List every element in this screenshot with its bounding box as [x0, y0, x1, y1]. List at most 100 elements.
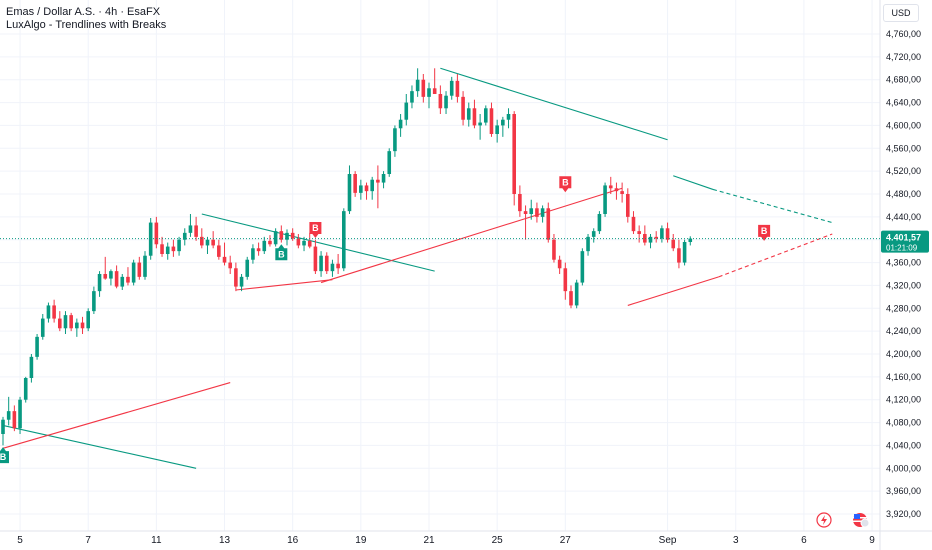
candle-body	[682, 242, 687, 263]
candle-body	[86, 311, 90, 329]
candle-body	[688, 238, 693, 242]
candle-body	[489, 108, 494, 134]
candle-body	[336, 263, 340, 269]
time-tick-label: 21	[423, 535, 435, 546]
time-tick-label: 25	[492, 535, 504, 546]
time-tick-label: 11	[151, 535, 162, 546]
time-tick-label: Sep	[659, 535, 677, 546]
break-label-text: B	[278, 249, 285, 259]
trendline	[201, 213, 435, 272]
last-price-tag	[881, 230, 929, 253]
price-tick-label: 3,960,00	[886, 486, 921, 496]
candle-body	[177, 239, 181, 252]
candle-body	[103, 274, 108, 279]
candle-body	[364, 185, 369, 192]
candle-body	[631, 216, 636, 232]
candle-body	[63, 315, 68, 329]
trendline	[235, 279, 333, 291]
candle-body	[268, 240, 272, 245]
time-tick-label: 13	[219, 535, 231, 546]
time-tick-label: 16	[287, 535, 299, 546]
candle-body	[273, 231, 278, 245]
candle-body	[251, 248, 255, 260]
price-tick-label: 4,560,00	[886, 143, 921, 153]
candle-body	[614, 188, 619, 192]
candle-body	[444, 95, 448, 109]
candle-body	[421, 79, 426, 97]
time-tick-label: 27	[560, 535, 572, 546]
candle-body	[449, 80, 454, 96]
price-axis[interactable]: 4,760,00 4,720,00 4,680,00 4,640,00 4,600,00…	[886, 29, 921, 519]
break-labels: B B B B B	[0, 176, 771, 464]
candle-body	[52, 305, 56, 319]
candle-body	[404, 102, 409, 120]
price-tick-label: 4,440,00	[886, 212, 921, 222]
candle-body	[620, 191, 624, 194]
candle-body	[18, 399, 22, 429]
us-flag-icon[interactable]	[852, 512, 870, 528]
time-tick-label: 5	[17, 535, 23, 546]
candle-body	[376, 179, 380, 183]
candle-body	[171, 246, 176, 252]
candle-body	[160, 244, 164, 254]
currency-button[interactable]: USD	[883, 4, 919, 22]
break-label: B	[275, 244, 288, 261]
candle-body	[137, 262, 142, 277]
candle-body	[552, 239, 556, 260]
candle-body	[484, 108, 488, 123]
candle-body	[518, 194, 522, 212]
time-axis[interactable]: 5 7 11 13 16 19 21 25 27 Sep 3 6 9	[17, 535, 875, 546]
candle-body	[23, 378, 28, 400]
chart-legend[interactable]: Emas / Dollar A.S. · 4h · EsaFX LuxAlgo …	[6, 6, 166, 32]
candle-body	[677, 248, 681, 263]
indicator-title[interactable]: LuxAlgo - Trendlines with Breaks	[6, 19, 167, 31]
candle-body	[569, 291, 573, 306]
price-tick-label: 4,480,00	[886, 189, 921, 199]
candle-body	[285, 232, 289, 240]
candle-body	[637, 231, 641, 234]
symbol-title[interactable]: Emas / Dollar A.S. · 4h · EsaFX	[6, 6, 161, 18]
trendline	[440, 67, 668, 141]
candle-body	[188, 225, 193, 233]
price-tick-label: 3,920,00	[886, 509, 921, 519]
candle-body	[324, 255, 329, 272]
break-label-shape	[309, 222, 322, 238]
candle-body	[472, 108, 477, 126]
candle-body	[574, 282, 579, 306]
candle-body	[12, 411, 17, 429]
candle-body	[438, 94, 443, 109]
candle-body	[563, 268, 568, 292]
time-tick-label: 19	[355, 535, 367, 546]
candle-body	[75, 322, 79, 329]
candle-body	[296, 238, 301, 246]
candle-body	[512, 114, 516, 194]
candle-body	[398, 119, 403, 129]
break-label: B	[0, 447, 9, 464]
candle-body	[580, 251, 585, 283]
candle-body	[466, 108, 471, 120]
price-tick-label: 4,280,00	[886, 303, 921, 313]
candle-body	[654, 236, 658, 239]
trendline	[673, 175, 714, 190]
lightning-icon[interactable]	[816, 512, 832, 528]
candle-body	[557, 259, 562, 269]
candle-body	[29, 356, 34, 378]
price-tick-label: 4,760,00	[886, 29, 921, 39]
price-tick-label: 4,520,00	[886, 166, 921, 176]
candle-body	[97, 274, 102, 292]
price-tick-label: 4,320,00	[886, 280, 921, 290]
trendlines	[2, 67, 833, 469]
candle-body	[478, 122, 482, 126]
candle-body	[80, 322, 85, 329]
price-tick-label: 4,600,00	[886, 120, 921, 130]
grid-lines	[0, 0, 880, 531]
candle-body	[626, 194, 630, 217]
candle-body	[648, 236, 653, 243]
candle-body	[143, 255, 147, 277]
candle-body	[120, 276, 125, 287]
candle-body	[387, 151, 392, 174]
candle-body	[665, 228, 670, 240]
candle-body	[427, 88, 431, 97]
